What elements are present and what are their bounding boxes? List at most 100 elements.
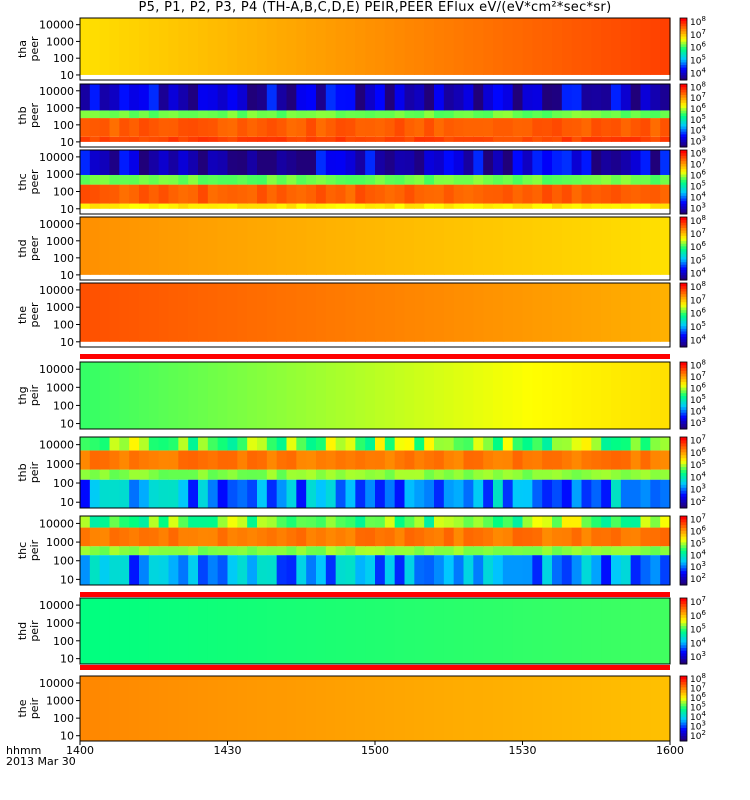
heatmap-cell <box>640 18 651 75</box>
heatmap-cell <box>148 136 160 142</box>
heatmap-cell <box>207 516 219 528</box>
heatmap-cell <box>178 450 189 470</box>
colorbar-tick-label: 106 <box>690 446 706 459</box>
colorbar-segment <box>680 544 687 549</box>
heatmap-cell <box>257 516 268 528</box>
heatmap-cell <box>237 527 248 547</box>
heatmap-cell <box>237 555 248 585</box>
heatmap-cell <box>306 283 317 342</box>
heatmap-cell <box>581 150 592 175</box>
colorbar-frame <box>679 83 688 148</box>
heatmap-cell <box>463 516 474 528</box>
colorbar-segment <box>680 415 687 419</box>
heatmap-cell <box>561 598 573 664</box>
heatmap-cell <box>404 516 415 528</box>
heatmap-cell <box>404 527 415 547</box>
heatmap-cell <box>394 217 406 275</box>
heatmap-cell <box>630 437 642 451</box>
heatmap-cell <box>542 136 553 142</box>
heatmap-cell <box>443 469 455 480</box>
heatmap-cell <box>227 469 238 480</box>
y-tick-label: 1000 <box>46 695 74 708</box>
heatmap-cell <box>581 217 592 275</box>
heatmap-cell <box>355 217 366 275</box>
heatmap-cell <box>247 450 258 470</box>
heatmap-cell <box>168 527 179 547</box>
heatmap-cell <box>148 546 160 556</box>
heatmap-cell <box>601 450 612 470</box>
heatmap-cell <box>571 469 583 480</box>
colorbar-tick-label: 105 <box>690 623 706 636</box>
heatmap-cell <box>522 118 533 137</box>
heatmap-cell <box>453 118 465 137</box>
colorbar-segment <box>680 222 687 226</box>
colorbar-segment <box>680 72 687 76</box>
colorbar-frame <box>679 149 688 215</box>
heatmap-cell <box>158 527 170 547</box>
heatmap-cell <box>296 203 307 209</box>
heatmap-cell <box>198 450 209 470</box>
heatmap-cell <box>434 479 445 508</box>
heatmap-cell <box>365 136 376 142</box>
heatmap-cell <box>591 437 602 451</box>
heatmap-cell <box>650 18 661 75</box>
heatmap-cell <box>571 118 583 137</box>
panel-separator <box>80 592 670 597</box>
colorbar-frame <box>679 216 688 281</box>
heatmap-cell <box>247 555 258 585</box>
heatmap-cell <box>178 136 189 142</box>
heatmap-cell <box>483 174 494 185</box>
heatmap-cell <box>335 217 347 275</box>
heatmap-cell <box>119 174 130 185</box>
heatmap-cell <box>640 84 651 111</box>
panel-frame <box>79 515 671 586</box>
heatmap-cell <box>198 150 209 175</box>
heatmap-cell <box>217 598 229 664</box>
colorbar-segment <box>680 653 687 657</box>
y-tick-label: 10000 <box>39 218 74 231</box>
colorbar-segment <box>680 84 687 88</box>
colorbar-segment <box>680 248 687 252</box>
colorbar-segment <box>680 94 687 98</box>
heatmap-cell <box>552 150 563 175</box>
heatmap-cell <box>414 110 425 119</box>
heatmap-cell <box>306 437 317 451</box>
heatmap-cell <box>493 118 504 137</box>
heatmap-cell <box>434 598 445 664</box>
heatmap-cell <box>119 203 130 209</box>
heatmap-cell <box>424 437 435 451</box>
heatmap-cell <box>571 217 583 275</box>
heatmap-cell <box>207 203 219 209</box>
colorbar-segment <box>680 490 687 494</box>
heatmap-cell <box>217 136 229 142</box>
heatmap-cell <box>217 150 229 175</box>
heatmap-cell <box>158 437 170 451</box>
colorbar-tick-label: 108 <box>690 214 706 227</box>
heatmap-cell <box>473 362 484 429</box>
heatmap-cell <box>178 217 189 275</box>
colorbar-segment <box>680 445 687 450</box>
heatmap-cell <box>296 516 307 528</box>
y-tick-label: 10000 <box>39 599 74 612</box>
heatmap-cell <box>630 283 642 342</box>
heatmap-cell <box>660 184 671 204</box>
heatmap-cell <box>109 217 120 275</box>
heatmap-cell <box>640 150 651 175</box>
colorbar-segment <box>680 505 687 509</box>
heatmap-cell <box>463 546 474 556</box>
colorbar-segment <box>680 533 687 537</box>
heatmap-cell <box>394 110 406 119</box>
heatmap-cell <box>227 598 238 664</box>
heatmap-cell <box>414 174 425 185</box>
heatmap-cell <box>375 84 386 111</box>
heatmap-cell <box>178 362 189 429</box>
colorbar-segment <box>680 631 687 635</box>
y-tick-label: 1000 <box>46 168 74 181</box>
heatmap-cell <box>571 136 583 142</box>
heatmap-cell <box>139 84 150 111</box>
colorbar-tick-label: 106 <box>690 41 706 54</box>
heatmap-cell <box>660 516 671 528</box>
heatmap-cell <box>394 479 406 508</box>
heatmap-cell <box>198 516 209 528</box>
